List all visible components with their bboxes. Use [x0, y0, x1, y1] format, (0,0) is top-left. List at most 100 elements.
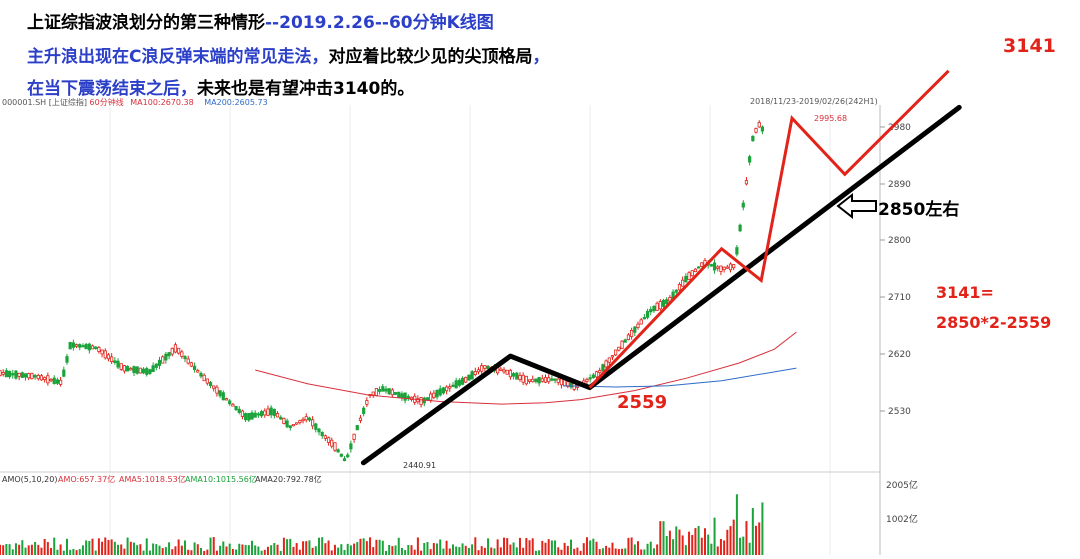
candle-body: [566, 381, 570, 387]
candle-body: [502, 369, 506, 373]
candle-body: [626, 334, 631, 340]
candle-body: [336, 449, 340, 453]
volume-bar: [525, 538, 528, 555]
volume-bar: [384, 550, 387, 555]
candle-body: [192, 365, 197, 371]
candle-body: [71, 342, 75, 348]
volume-bar: [755, 525, 758, 555]
volume-bar: [62, 550, 65, 555]
candle-body: [285, 420, 289, 428]
candle-body: [429, 393, 433, 401]
pivot-label: 2850左右: [878, 200, 960, 220]
volume-bar: [627, 537, 630, 555]
volume-bar: [279, 550, 282, 555]
volume-bar: [458, 547, 461, 555]
volume-bar: [633, 544, 636, 555]
volume-bar: [222, 541, 225, 555]
volume-bar: [410, 545, 413, 555]
volume-bar: [407, 544, 410, 555]
candle-body: [339, 453, 343, 457]
high-value-label: 2995.68: [814, 114, 847, 123]
volume-bar: [369, 537, 372, 555]
candle-body: [129, 368, 133, 371]
volume-bar: [467, 548, 470, 555]
volume-bar: [499, 547, 502, 555]
candle-body: [448, 386, 452, 389]
candle-body: [342, 458, 347, 462]
volume-bar: [503, 537, 506, 555]
volume-bar: [276, 544, 279, 555]
volume-bar: [582, 543, 585, 555]
candle-body: [132, 366, 136, 373]
candle-body: [585, 378, 589, 382]
candle-body: [467, 374, 471, 381]
candle-body: [90, 345, 95, 350]
candle-body: [122, 365, 127, 372]
candle-body: [154, 363, 158, 368]
volume-bar: [11, 549, 14, 555]
candle-body: [425, 397, 430, 401]
volume-bar: [381, 540, 384, 555]
volume-bar: [171, 549, 174, 555]
index-name: [上证综指]: [48, 98, 87, 107]
candle-body: [87, 343, 91, 351]
candle-body: [614, 349, 618, 356]
candle-body: [674, 289, 678, 293]
chart-header-left: 000001.SH [上证综指] 60分钟线 MA100:2670.38 MA2…: [2, 97, 268, 108]
volume-bar: [729, 526, 732, 555]
volume-bar: [257, 546, 260, 555]
candle-body: [617, 346, 621, 351]
candle-body: [298, 420, 302, 424]
candle-body: [732, 264, 736, 269]
volume-bar: [59, 544, 62, 555]
volume-bar: [739, 537, 742, 555]
volume-bar: [630, 537, 633, 555]
candle-body: [161, 356, 165, 364]
volume-bar: [579, 550, 582, 555]
volume-bar: [547, 539, 550, 555]
volume-bar: [174, 546, 177, 555]
volume-bar: [372, 547, 375, 555]
candle-body: [623, 339, 627, 343]
candle-body: [78, 344, 82, 348]
subtitle-d: 在当下震荡结束之后，: [27, 79, 197, 99]
candle-body: [358, 417, 363, 421]
candle-body: [378, 389, 382, 392]
wave-lines: [360, 69, 962, 466]
volume-bar: [353, 543, 356, 555]
volume-bar: [576, 547, 579, 555]
volume-bar: [659, 521, 662, 555]
volume-bar: [471, 544, 474, 555]
candle-body: [591, 374, 595, 379]
volume-bar: [113, 541, 116, 555]
ma-line-1: [563, 367, 797, 388]
candle-body: [700, 262, 704, 267]
volume-bar: [14, 543, 17, 555]
candle-body: [275, 413, 280, 418]
candle-body: [515, 372, 519, 380]
volume-bar: [180, 545, 183, 555]
candle-body: [547, 377, 551, 383]
candle-body: [52, 377, 56, 385]
candle-body: [110, 356, 114, 363]
candle-body: [189, 362, 193, 367]
subtitle-c: ，: [532, 47, 550, 67]
volume-bar: [595, 541, 598, 555]
volume-bar: [72, 548, 75, 555]
volume-bar: [391, 546, 394, 555]
candle-body: [1, 372, 5, 375]
volume-bar: [608, 547, 611, 555]
volume-bar: [203, 550, 206, 555]
volume-bar: [101, 541, 104, 555]
volume-bar: [694, 528, 697, 555]
candle-body: [314, 423, 318, 430]
candle-body: [722, 266, 726, 270]
vol-header-ama20: AMA20:792.78亿: [255, 474, 322, 484]
candle-body: [508, 369, 513, 378]
volume-bar: [487, 538, 490, 555]
volume-bar: [50, 547, 53, 555]
volume-bar: [238, 543, 241, 555]
candle-body: [113, 360, 117, 363]
candle-body: [505, 369, 509, 375]
